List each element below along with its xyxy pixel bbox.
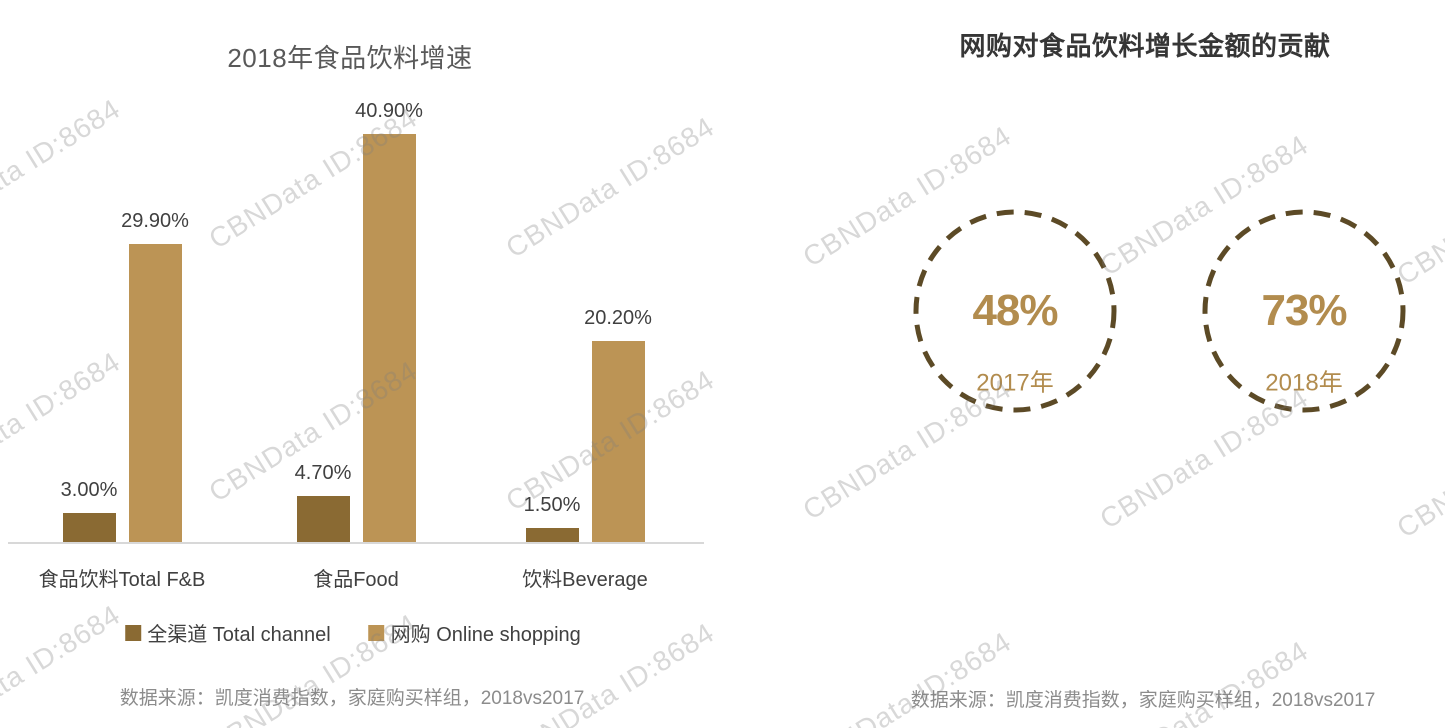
kpi-circle-2018年: 73% 2018年: [1199, 206, 1409, 416]
watermark-text: CBNData ID:8684: [0, 92, 126, 246]
category-label-1: 食品Food: [313, 569, 399, 591]
bar-chart-source: 数据来源：凯度消费指数，家庭购买样组，2018vs2017: [119, 688, 585, 709]
legend-label: 全渠道 Total channel: [147, 624, 331, 646]
watermark-text: CBNData ID:8684: [1094, 634, 1314, 728]
legend-label: 网购 Online shopping: [390, 624, 581, 646]
bar-value-label: 3.00%: [60, 479, 118, 501]
legend-item-0: 全渠道 Total channel: [125, 618, 331, 647]
kpi-value: 73%: [1261, 286, 1347, 335]
bar-total-channel-0: [62, 513, 116, 543]
watermark-text: CBNData ID:8684: [797, 625, 1017, 728]
bar-value-label: 20.20%: [584, 307, 652, 329]
kpi-circle-2017年: 48% 2017年: [910, 206, 1120, 416]
legend-swatch-icon: [368, 624, 385, 641]
legend-swatch-icon: [125, 624, 142, 641]
bar-online-shopping-2: [591, 341, 645, 543]
bar-total-channel-2: [525, 528, 579, 543]
dashed-circle-icon: [1202, 209, 1406, 413]
legend-item-1: 网购 Online shopping: [368, 618, 581, 647]
bar-chart-title: 2018年食品饮料增速: [227, 43, 473, 73]
kpi-year-label: 2017年: [976, 369, 1054, 397]
category-label-2: 饮料Beverage: [522, 569, 648, 591]
category-label-0: 食品饮料Total F&B: [38, 569, 206, 591]
bar-value-label: 4.70%: [294, 462, 352, 484]
bar-total-channel-1: [296, 496, 350, 543]
bar-value-label: 29.90%: [121, 210, 189, 232]
dashed-circle-icon: [913, 209, 1117, 413]
x-axis-line: [8, 542, 704, 544]
watermark-text: CBNData ID:8684: [1392, 644, 1445, 728]
bar-chart-legend: 全渠道 Total channel 网购 Online shopping: [125, 618, 581, 647]
kpi-chart-source: 数据来源：凯度消费指数，家庭购买样组，2018vs2017: [910, 690, 1376, 711]
bar-value-label: 40.90%: [355, 100, 423, 122]
bar-online-shopping-0: [128, 244, 182, 543]
watermark-text: CBNData ID:8684: [500, 110, 720, 264]
watermark-text: CBNData ID:8684: [0, 598, 126, 728]
kpi-year-label: 2018年: [1265, 369, 1343, 397]
kpi-value: 48%: [972, 286, 1058, 335]
watermark-text: CBNData ID:8684: [0, 345, 126, 499]
bar-online-shopping-1: [362, 134, 416, 543]
kpi-chart-title: 网购对食品饮料增长金额的贡献: [959, 31, 1331, 61]
bar-value-label: 1.50%: [523, 494, 581, 516]
